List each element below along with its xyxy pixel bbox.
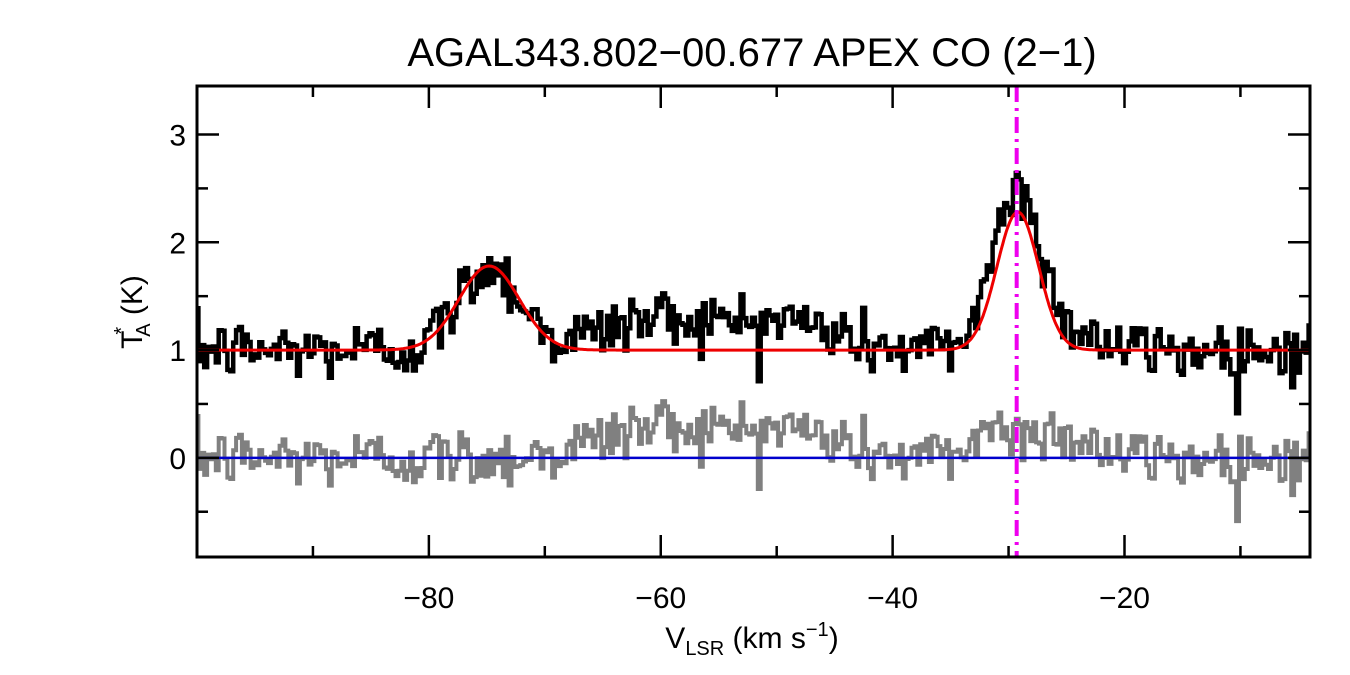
x-axis-label-rest: (km s: [724, 622, 806, 655]
y-axis-ticks: 0 1 2 3: [169, 120, 1310, 513]
y-tick-label: 0: [169, 443, 186, 476]
x-tick-label: −80: [403, 582, 454, 615]
y-tick-label: 1: [169, 335, 186, 368]
y-tick-label: 2: [169, 227, 186, 260]
y-tick-label: 3: [169, 120, 186, 153]
residual-spectrum: [197, 399, 1310, 524]
x-tick-label: −40: [867, 582, 918, 615]
y-axis-label: T*A (K): [111, 275, 155, 349]
x-axis-label-close: ): [829, 622, 839, 655]
gaussian-fit-curve: [197, 210, 1310, 352]
x-tick-label: −20: [1099, 582, 1150, 615]
x-axis-ticks: −80 −60 −40 −20: [195, 86, 1242, 615]
y-axis-label-main: T: [116, 331, 149, 349]
x-axis-label-sup: −1: [806, 619, 829, 641]
x-axis-label: VLSR (km s−1): [665, 619, 838, 660]
y-axis-label-sup: *: [111, 327, 133, 335]
plot-frame: [195, 84, 1312, 559]
observed-spectrum: [197, 170, 1310, 416]
chart-title: AGAL343.802−00.677 APEX CO (2−1): [407, 31, 1096, 75]
y-axis-label-rest: (K): [116, 275, 149, 323]
x-axis-label-main: V: [665, 622, 685, 655]
y-axis-label-sub: A: [133, 323, 155, 337]
x-tick-label: −60: [635, 582, 686, 615]
plot-content: [197, 86, 1310, 557]
x-axis-label-sub: LSR: [685, 638, 724, 660]
